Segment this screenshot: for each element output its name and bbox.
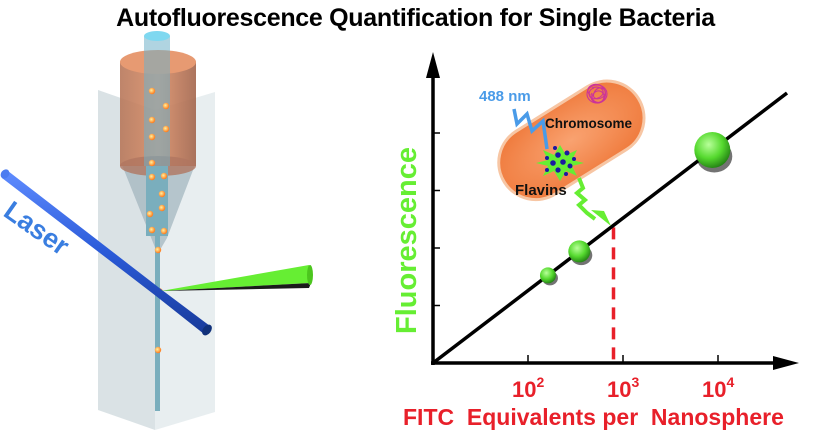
y-axis-label: Fluorescence	[391, 147, 423, 334]
x-axis-label: FITC Equivalents per Nanosphere	[403, 404, 784, 430]
figure-title: Autofluorescence Quantification for Sing…	[116, 4, 715, 32]
x-axis-arrowhead	[773, 356, 799, 370]
y-axis-arrowhead	[426, 52, 440, 78]
nanosphere-small	[539, 267, 556, 284]
emission-arrowhead	[591, 210, 611, 226]
nanosphere-large	[694, 131, 731, 168]
x-tick-label-base: 10	[702, 377, 726, 402]
flow-cell-illustration: Laser	[0, 31, 313, 430]
calibration-line	[431, 91, 789, 365]
emission-beam	[161, 265, 313, 291]
x-tick-label-exponent: 4	[726, 374, 734, 390]
x-tick-label: 104	[702, 374, 734, 402]
emission-squiggle-arrow	[573, 177, 597, 221]
y-ticks	[433, 132, 440, 307]
x-tick-label: 102	[512, 374, 544, 402]
flow-channel-wide	[146, 166, 168, 236]
excitation-wavelength-label: 488 nm	[479, 88, 531, 105]
data-points	[539, 131, 733, 286]
x-tick-label-exponent: 3	[631, 374, 639, 390]
laser-beam	[0, 169, 212, 336]
x-tick-labels: 102 103 104	[512, 374, 734, 402]
calibration-chart: Chromosome Flavins 488 nm Fluorescence 1…	[391, 52, 799, 430]
x-tick-label: 103	[607, 374, 639, 402]
nanosphere-medium	[568, 240, 591, 263]
bacterium-cell	[497, 79, 646, 202]
excitation-zigzag-icon	[512, 108, 549, 150]
sample-tube	[144, 36, 170, 166]
x-tick-label-exponent: 2	[536, 374, 544, 390]
chromosome-label: Chromosome	[545, 116, 633, 131]
x-tick-label-base: 10	[607, 377, 631, 402]
flavin-molecules	[545, 146, 576, 176]
chromosome-icon	[586, 83, 608, 104]
flow-channel	[155, 236, 160, 411]
flavins-star	[536, 145, 584, 181]
bacterium-inset: Chromosome Flavins 488 nm	[479, 79, 646, 226]
flavins-label: Flavins	[515, 182, 567, 199]
sample-tube-top	[144, 31, 170, 41]
x-ticks	[527, 355, 719, 363]
x-tick-label-base: 10	[512, 377, 536, 402]
